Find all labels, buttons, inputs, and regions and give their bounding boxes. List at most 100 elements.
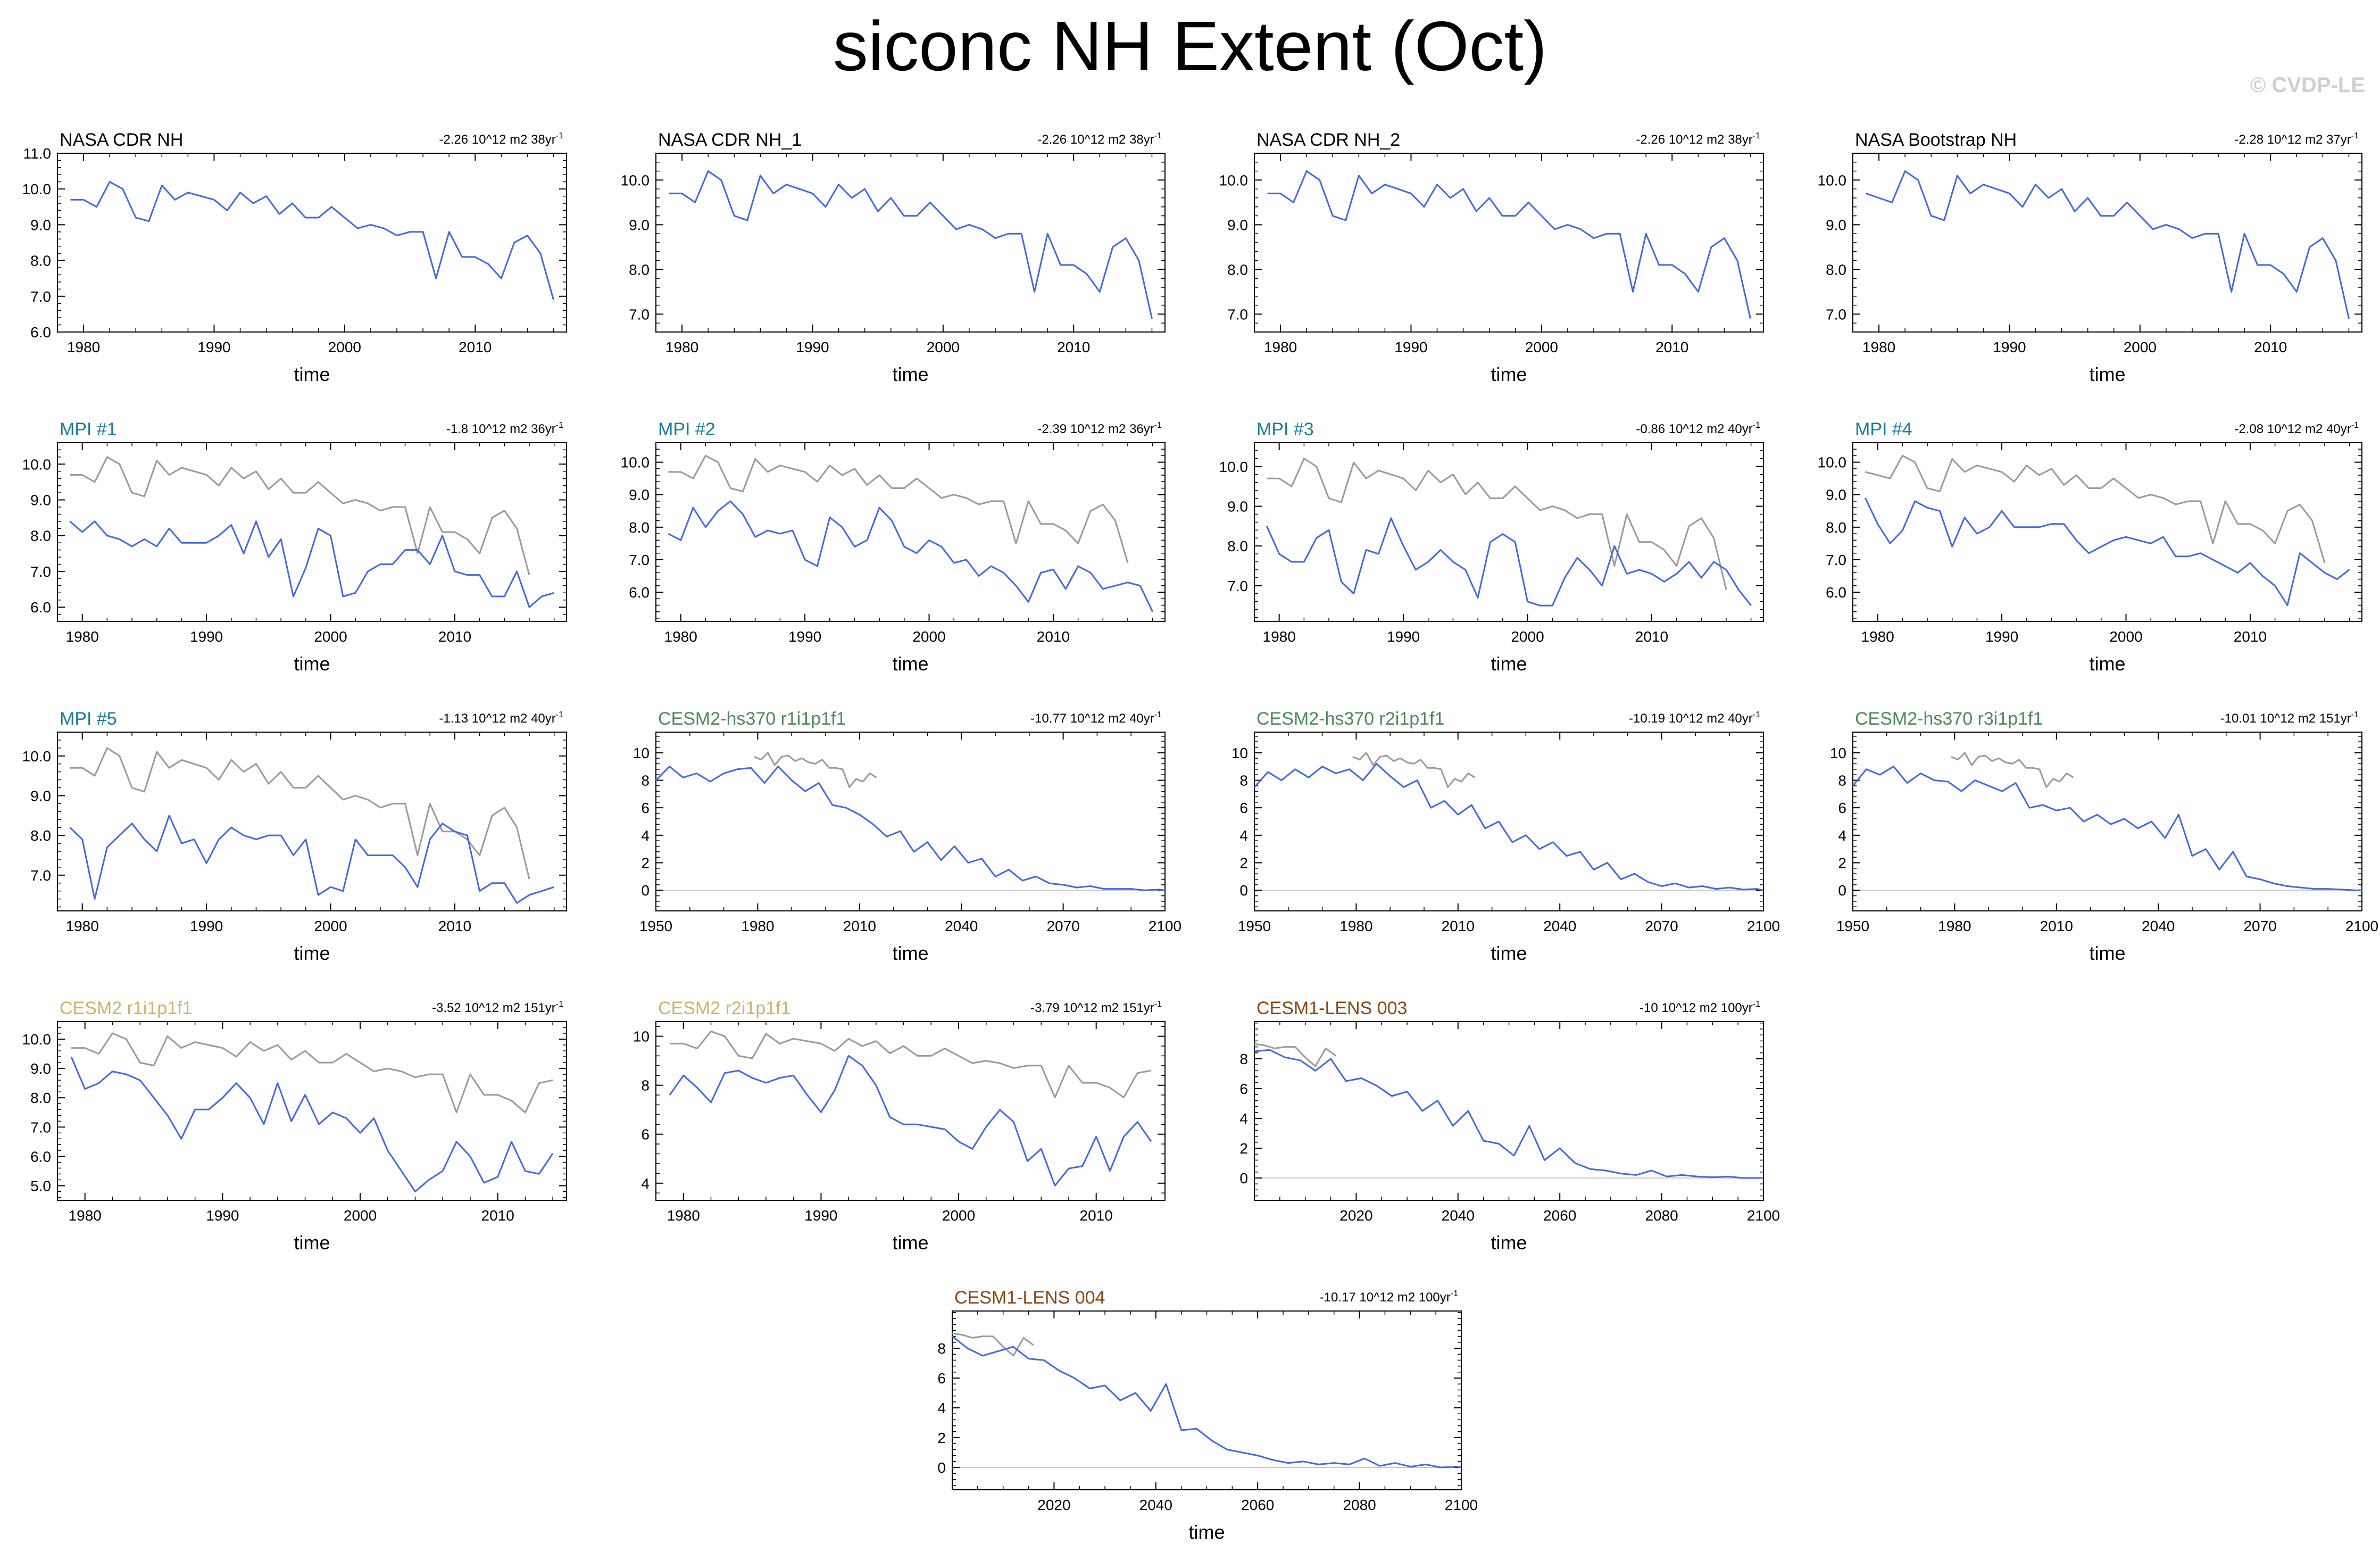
model-series-line bbox=[70, 1056, 554, 1192]
x-tick-label: 2010 bbox=[2040, 918, 2073, 934]
y-tick-label: 0 bbox=[1838, 882, 1846, 899]
y-tick-label: 10.0 bbox=[1818, 172, 1847, 188]
y-tick-label: 10.0 bbox=[621, 454, 650, 471]
x-tick-label: 2020 bbox=[1339, 1207, 1372, 1224]
x-tick-label: 2070 bbox=[1046, 918, 1079, 934]
plot-frame bbox=[1852, 442, 2362, 622]
panel-title: CESM2 r2i1p1f1 bbox=[658, 998, 790, 1018]
model-series-line bbox=[1253, 762, 1764, 891]
x-tick-label: 1980 bbox=[667, 1207, 700, 1224]
x-tick-label: 2000 bbox=[927, 339, 960, 355]
trend-value: -2.39 10^12 m2 36yr bbox=[1037, 422, 1154, 436]
chart-panel: 0 2 4 6 8 10 1950 1980 2010 2040 2070 2100 CESM2-hs3… bbox=[1231, 709, 1780, 964]
x-tick-label: 1980 bbox=[1861, 628, 1894, 645]
x-tick-label: 2010 bbox=[1635, 628, 1668, 645]
observation-series-line bbox=[1352, 752, 1476, 788]
x-tick-label: 2060 bbox=[1241, 1497, 1274, 1513]
plot-frame bbox=[1254, 732, 1764, 911]
chart-panel: 6.0 7.0 8.0 9.0 10.0 11.0 1980 1990 2000 2010 NASA… bbox=[22, 130, 567, 385]
x-tick-label: 2060 bbox=[1543, 1207, 1576, 1224]
x-tick-label: 2040 bbox=[945, 918, 978, 934]
chart-panel: 7.0 8.0 9.0 10.0 1980 1990 2000 2010 MPI #5 -1.13… bbox=[22, 709, 567, 964]
y-tick-label: 7.0 bbox=[30, 867, 51, 884]
y-tick-label: 8 bbox=[1239, 1051, 1248, 1067]
model-series-line bbox=[70, 181, 554, 300]
plot-frame bbox=[1254, 442, 1764, 622]
y-tick-label: 7.0 bbox=[629, 552, 650, 568]
y-tick-label: 7.0 bbox=[1227, 306, 1248, 322]
trend-label: -10 10^12 m2 100yr-1 bbox=[1640, 1000, 1760, 1015]
x-tick-label: 1990 bbox=[1387, 628, 1420, 645]
x-axis-label: time bbox=[1491, 1232, 1527, 1254]
y-tick-label: 8.0 bbox=[30, 1090, 51, 1106]
x-axis-label: time bbox=[1491, 942, 1527, 964]
chart-panel: 7.0 8.0 9.0 10.0 1980 1990 2000 2010 MPI #3 -0.86… bbox=[1219, 419, 1764, 675]
trend-value: -2.26 10^12 m2 38yr bbox=[1636, 132, 1752, 147]
y-tick-label: 4 bbox=[1838, 827, 1846, 844]
x-tick-label: 1980 bbox=[1938, 918, 1971, 934]
trend-value: -10.17 10^12 m2 100yr bbox=[1320, 1290, 1451, 1305]
plot-frame bbox=[57, 732, 567, 911]
x-tick-label: 2100 bbox=[2345, 918, 2378, 934]
x-tick-label: 2070 bbox=[1645, 918, 1678, 934]
x-tick-label: 2070 bbox=[2243, 918, 2276, 934]
x-axis-label: time bbox=[2089, 363, 2125, 385]
chart-panel: 0 2 4 6 8 10 1950 1980 2010 2040 2070 2100 CESM2-hs3… bbox=[1830, 709, 2378, 964]
observation-series-line bbox=[668, 454, 1129, 563]
chart-panel: 7.0 8.0 9.0 10.0 1980 1990 2000 2010 NASA CDR NH… bbox=[1219, 130, 1764, 385]
x-tick-label: 1980 bbox=[67, 339, 100, 355]
observation-series-line bbox=[70, 747, 530, 880]
y-tick-label: 7.0 bbox=[629, 306, 650, 322]
trend-exponent: -1 bbox=[1753, 131, 1760, 140]
x-tick-label: 2080 bbox=[1645, 1207, 1678, 1224]
x-tick-label: 2040 bbox=[1442, 1207, 1475, 1224]
y-tick-label: 9.0 bbox=[1826, 217, 1846, 233]
observation-series-line bbox=[669, 1030, 1152, 1099]
panel-title: CESM2-hs370 r2i1p1f1 bbox=[1256, 709, 1444, 729]
y-tick-label: 8 bbox=[641, 772, 650, 789]
trend-exponent: -1 bbox=[1154, 710, 1162, 719]
chart-panel: 4 6 8 10 1980 1990 2000 2010 CESM2 r2i1p1f1 -3.79… bbox=[633, 998, 1166, 1254]
y-tick-label: 6.0 bbox=[1826, 584, 1846, 601]
model-series-line bbox=[1267, 170, 1751, 319]
x-tick-label: 2010 bbox=[438, 628, 471, 645]
x-axis-label: time bbox=[2089, 653, 2125, 675]
trend-exponent: -1 bbox=[1154, 1000, 1162, 1009]
y-tick-label: 6.0 bbox=[629, 584, 650, 601]
trend-label: -10.19 10^12 m2 40yr-1 bbox=[1629, 710, 1760, 726]
y-tick-label: 7.0 bbox=[1826, 306, 1846, 322]
x-tick-label: 1990 bbox=[190, 628, 223, 645]
x-tick-label: 2010 bbox=[1442, 918, 1475, 934]
x-tick-label: 1980 bbox=[1862, 339, 1895, 355]
observation-series-line bbox=[1267, 458, 1727, 590]
x-tick-label: 1990 bbox=[1985, 628, 2018, 645]
x-tick-label: 2000 bbox=[328, 339, 361, 355]
x-axis-label: time bbox=[2089, 942, 2125, 964]
y-tick-label: 9.0 bbox=[30, 217, 51, 233]
y-tick-label: 9.0 bbox=[1826, 487, 1846, 503]
x-tick-label: 1990 bbox=[1394, 339, 1427, 355]
trend-label: -1.13 10^12 m2 40yr-1 bbox=[439, 710, 563, 726]
y-tick-label: 6 bbox=[1838, 800, 1846, 816]
y-tick-label: 4 bbox=[1239, 827, 1248, 844]
x-tick-label: 1980 bbox=[66, 918, 99, 934]
chart-panel: 6.0 7.0 8.0 9.0 10.0 1980 1990 2000 2010 MPI #1 -1… bbox=[22, 419, 567, 675]
trend-exponent: -1 bbox=[1154, 131, 1162, 140]
y-tick-label: 10.0 bbox=[1219, 459, 1249, 475]
x-tick-label: 2000 bbox=[344, 1207, 377, 1224]
trend-exponent: -1 bbox=[1753, 1000, 1760, 1009]
panel-title: CESM1-LENS 003 bbox=[1256, 998, 1407, 1018]
y-tick-label: 9.0 bbox=[30, 1060, 51, 1077]
y-tick-label: 8.0 bbox=[30, 528, 51, 544]
y-tick-label: 6.0 bbox=[30, 324, 51, 341]
x-axis-label: time bbox=[892, 1232, 928, 1254]
y-tick-label: 8 bbox=[937, 1340, 946, 1357]
y-tick-label: 10.0 bbox=[22, 456, 52, 472]
x-tick-label: 2020 bbox=[1037, 1497, 1070, 1513]
x-axis-label: time bbox=[294, 942, 330, 964]
trend-exponent: -1 bbox=[1154, 421, 1162, 430]
trend-value: -2.26 10^12 m2 38yr bbox=[439, 132, 555, 147]
model-series-line bbox=[1864, 497, 2350, 606]
plot-frame bbox=[1254, 1021, 1764, 1201]
y-tick-label: 2 bbox=[1838, 855, 1846, 872]
